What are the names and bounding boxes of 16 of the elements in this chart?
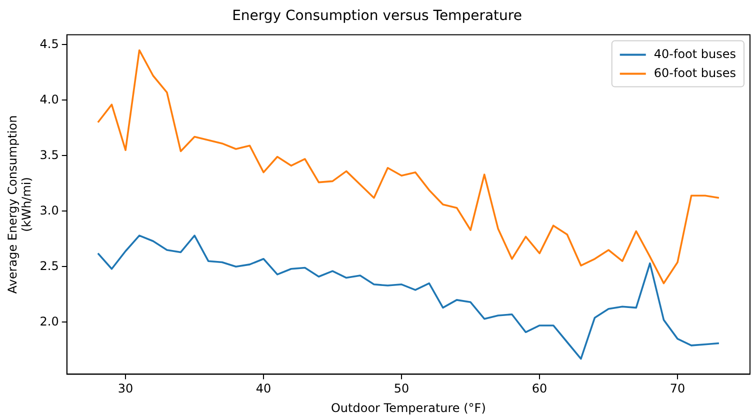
- x-tick-label: 30: [118, 382, 134, 396]
- y-tick-label: 3.0: [40, 203, 59, 218]
- legend-label: 40-foot buses: [654, 46, 736, 61]
- y-tick-label: 2.5: [40, 258, 59, 273]
- y-tick-label: 3.5: [40, 148, 59, 162]
- y-tick-label: 2.0: [40, 314, 59, 328]
- chart-title: Energy Consumption versus Temperature: [232, 8, 522, 24]
- y-axis-title: Average Energy Consumption (kWh/mi): [5, 115, 34, 294]
- x-tick-label: 50: [394, 382, 410, 396]
- x-tick-label: 40: [256, 382, 272, 396]
- x-axis-title: Outdoor Temperature (°F): [330, 400, 486, 415]
- y-tick-label: 4.0: [40, 92, 59, 106]
- y-tick-label: 4.5: [40, 36, 59, 51]
- x-tick-label: 60: [532, 382, 548, 396]
- legend-label: 60-foot buses: [654, 66, 736, 80]
- x-tick-label: 70: [670, 382, 686, 396]
